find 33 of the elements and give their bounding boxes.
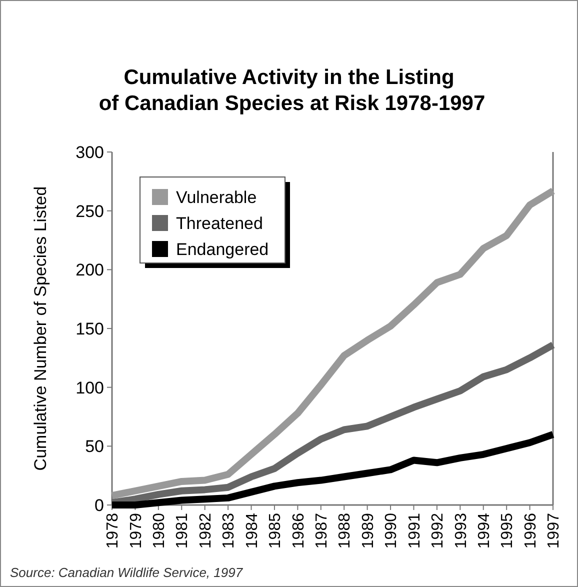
- x-tick-label: 1978: [104, 512, 122, 549]
- x-tick-label: 1991: [406, 512, 424, 549]
- legend-label: Threatened: [176, 214, 263, 233]
- x-tick-label: 1990: [383, 512, 400, 549]
- y-tick-label: 100: [76, 378, 104, 398]
- y-tick-label: 250: [76, 202, 104, 221]
- x-tick-label: 1980: [151, 512, 168, 549]
- x-tick-label: 1979: [128, 512, 145, 549]
- y-tick-label: 200: [76, 260, 104, 280]
- x-tick-label: 1985: [267, 512, 284, 549]
- y-tick-label: 300: [76, 142, 104, 162]
- y-tick-label: 150: [76, 319, 104, 338]
- x-tick-label: 1993: [452, 512, 470, 549]
- x-tick-label: 1994: [476, 512, 493, 549]
- x-tick-label: 1996: [522, 512, 540, 549]
- y-tick-label: 50: [85, 437, 104, 456]
- x-tick-label: 1981: [174, 512, 192, 549]
- x-tick-label: 1997: [546, 512, 563, 549]
- x-tick-label: 1982: [197, 512, 214, 549]
- x-tick-label: 1983: [220, 512, 238, 549]
- x-tick-label: 1989: [360, 512, 377, 549]
- x-tick-label: 1986: [290, 512, 308, 549]
- y-tick-label: 0: [94, 496, 104, 515]
- x-tick-label: 1987: [313, 512, 330, 549]
- x-tick-label: 1995: [499, 512, 516, 549]
- x-tick-label: 1984: [244, 512, 261, 549]
- chart-title: Cumulative Activity in the Listing of Canadian Species at Risk 1978-1997: [98, 66, 486, 115]
- y-axis-title: Cumulative Number of Species Listed: [31, 186, 50, 471]
- x-tick-label: 1992: [430, 512, 447, 549]
- legend-label: Endangered: [176, 240, 269, 259]
- x-tick-label: 1988: [336, 512, 354, 549]
- legend-label: Vulnerable: [176, 188, 257, 207]
- source-note: Source: Canadian Wildlife Service, 1997: [10, 565, 244, 580]
